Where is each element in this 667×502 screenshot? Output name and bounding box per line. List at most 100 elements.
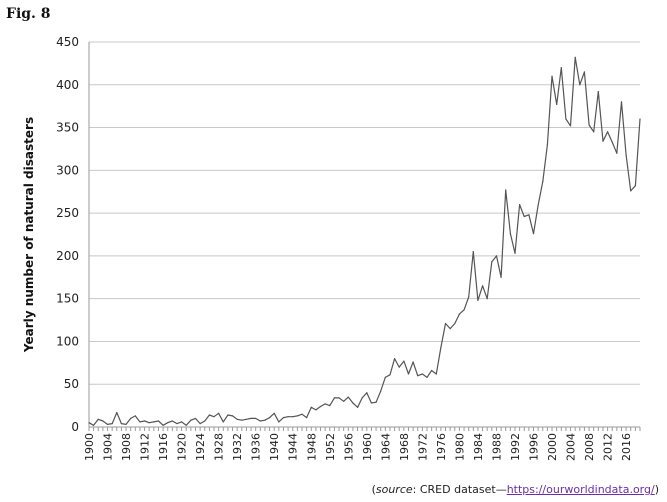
data-point	[218, 412, 220, 414]
x-tick-label: 1900	[83, 433, 96, 461]
data-point	[639, 118, 641, 120]
data-point	[315, 409, 317, 411]
x-tick-label: 1956	[342, 433, 355, 461]
data-point	[130, 417, 132, 420]
data-point	[162, 424, 164, 426]
data-point	[106, 423, 109, 426]
data-point	[417, 375, 419, 377]
data-point	[343, 400, 345, 402]
data-point	[519, 203, 521, 206]
data-point	[495, 255, 498, 257]
data-point	[338, 397, 340, 399]
data-point	[537, 204, 539, 207]
data-point	[551, 75, 553, 77]
x-tick-label: 1992	[509, 433, 522, 461]
data-point	[602, 140, 604, 142]
data-point	[333, 397, 336, 399]
data-point	[486, 298, 488, 300]
data-point	[199, 422, 201, 425]
data-point	[565, 118, 567, 120]
data-point	[509, 233, 511, 235]
data-point	[236, 418, 238, 420]
data-point	[329, 405, 331, 407]
x-tick-label: 1944	[287, 433, 300, 461]
data-point	[440, 346, 442, 349]
line-chart: 0 50 100 150 200 250 300 350 400 450 1900 1904 1908…	[22, 35, 641, 461]
x-tick-label: 1972	[416, 433, 429, 461]
data-point	[370, 402, 373, 404]
data-point	[611, 141, 613, 143]
data-point	[111, 422, 113, 425]
data-point	[282, 416, 285, 419]
data-point	[491, 261, 493, 263]
data-point	[380, 390, 382, 392]
data-point	[472, 251, 474, 253]
x-tick-label: 1932	[231, 433, 244, 461]
source-link[interactable]: https://ourworldindata.org/	[506, 483, 655, 496]
data-point	[268, 416, 271, 419]
data-point	[352, 402, 354, 404]
data-point	[116, 411, 118, 414]
data-point	[556, 103, 558, 106]
y-tick-label: 250	[56, 206, 79, 220]
data-point	[227, 414, 229, 416]
data-point	[356, 406, 359, 408]
data-point	[569, 125, 572, 127]
data-point	[574, 56, 576, 59]
x-tick-label: 1908	[120, 433, 133, 461]
data-point	[204, 420, 206, 422]
y-tick-label: 450	[56, 35, 79, 49]
data-point	[296, 415, 298, 417]
x-tick-label: 2004	[565, 433, 578, 461]
y-tick-label: 350	[56, 121, 79, 135]
data-point	[306, 416, 308, 419]
data-point	[181, 421, 183, 423]
data-point	[620, 101, 623, 103]
data-point	[148, 422, 150, 424]
data-point	[403, 360, 405, 362]
data-point	[120, 422, 123, 425]
data-point	[259, 420, 261, 422]
data-point	[616, 152, 618, 154]
data-point	[458, 313, 461, 315]
data-point	[431, 369, 433, 372]
y-tick-label: 200	[56, 249, 79, 263]
x-tick-label: 2000	[546, 433, 559, 461]
x-tick-label: 1940	[268, 433, 281, 461]
x-tick-label: 1968	[398, 433, 411, 461]
data-point	[435, 373, 437, 375]
x-tick-label: 1976	[435, 433, 448, 461]
x-tick-label: 2008	[583, 433, 596, 461]
data-point	[361, 397, 363, 399]
data-point	[171, 420, 173, 422]
data-point	[97, 418, 99, 420]
data-point	[347, 396, 349, 398]
data-point	[375, 401, 377, 403]
data-point	[500, 276, 502, 278]
data-point	[255, 417, 257, 420]
series-layer	[88, 56, 641, 426]
x-tick-label: 2016	[620, 433, 633, 461]
data-point	[208, 414, 210, 416]
data-point	[125, 423, 127, 426]
x-tick-label: 1996	[528, 433, 541, 461]
data-point	[630, 190, 632, 192]
axes	[88, 42, 641, 431]
y-tick-label: 300	[56, 163, 79, 177]
data-point	[421, 373, 423, 375]
data-point	[264, 419, 266, 421]
data-point	[523, 215, 525, 218]
x-tick-label: 1924	[194, 433, 207, 461]
y-tick-label: 400	[56, 78, 79, 92]
data-point	[153, 421, 155, 423]
y-axis-label: Yearly number of natural disasters	[22, 117, 36, 353]
data-point	[583, 71, 586, 73]
data-point	[134, 415, 136, 417]
data-point	[412, 361, 414, 363]
series-line	[88, 56, 641, 426]
x-tick-label: 1960	[361, 433, 374, 461]
y-tick-label: 50	[64, 377, 79, 391]
x-tick-label: 1904	[102, 433, 115, 461]
data-point	[454, 322, 456, 325]
data-point	[634, 185, 636, 187]
